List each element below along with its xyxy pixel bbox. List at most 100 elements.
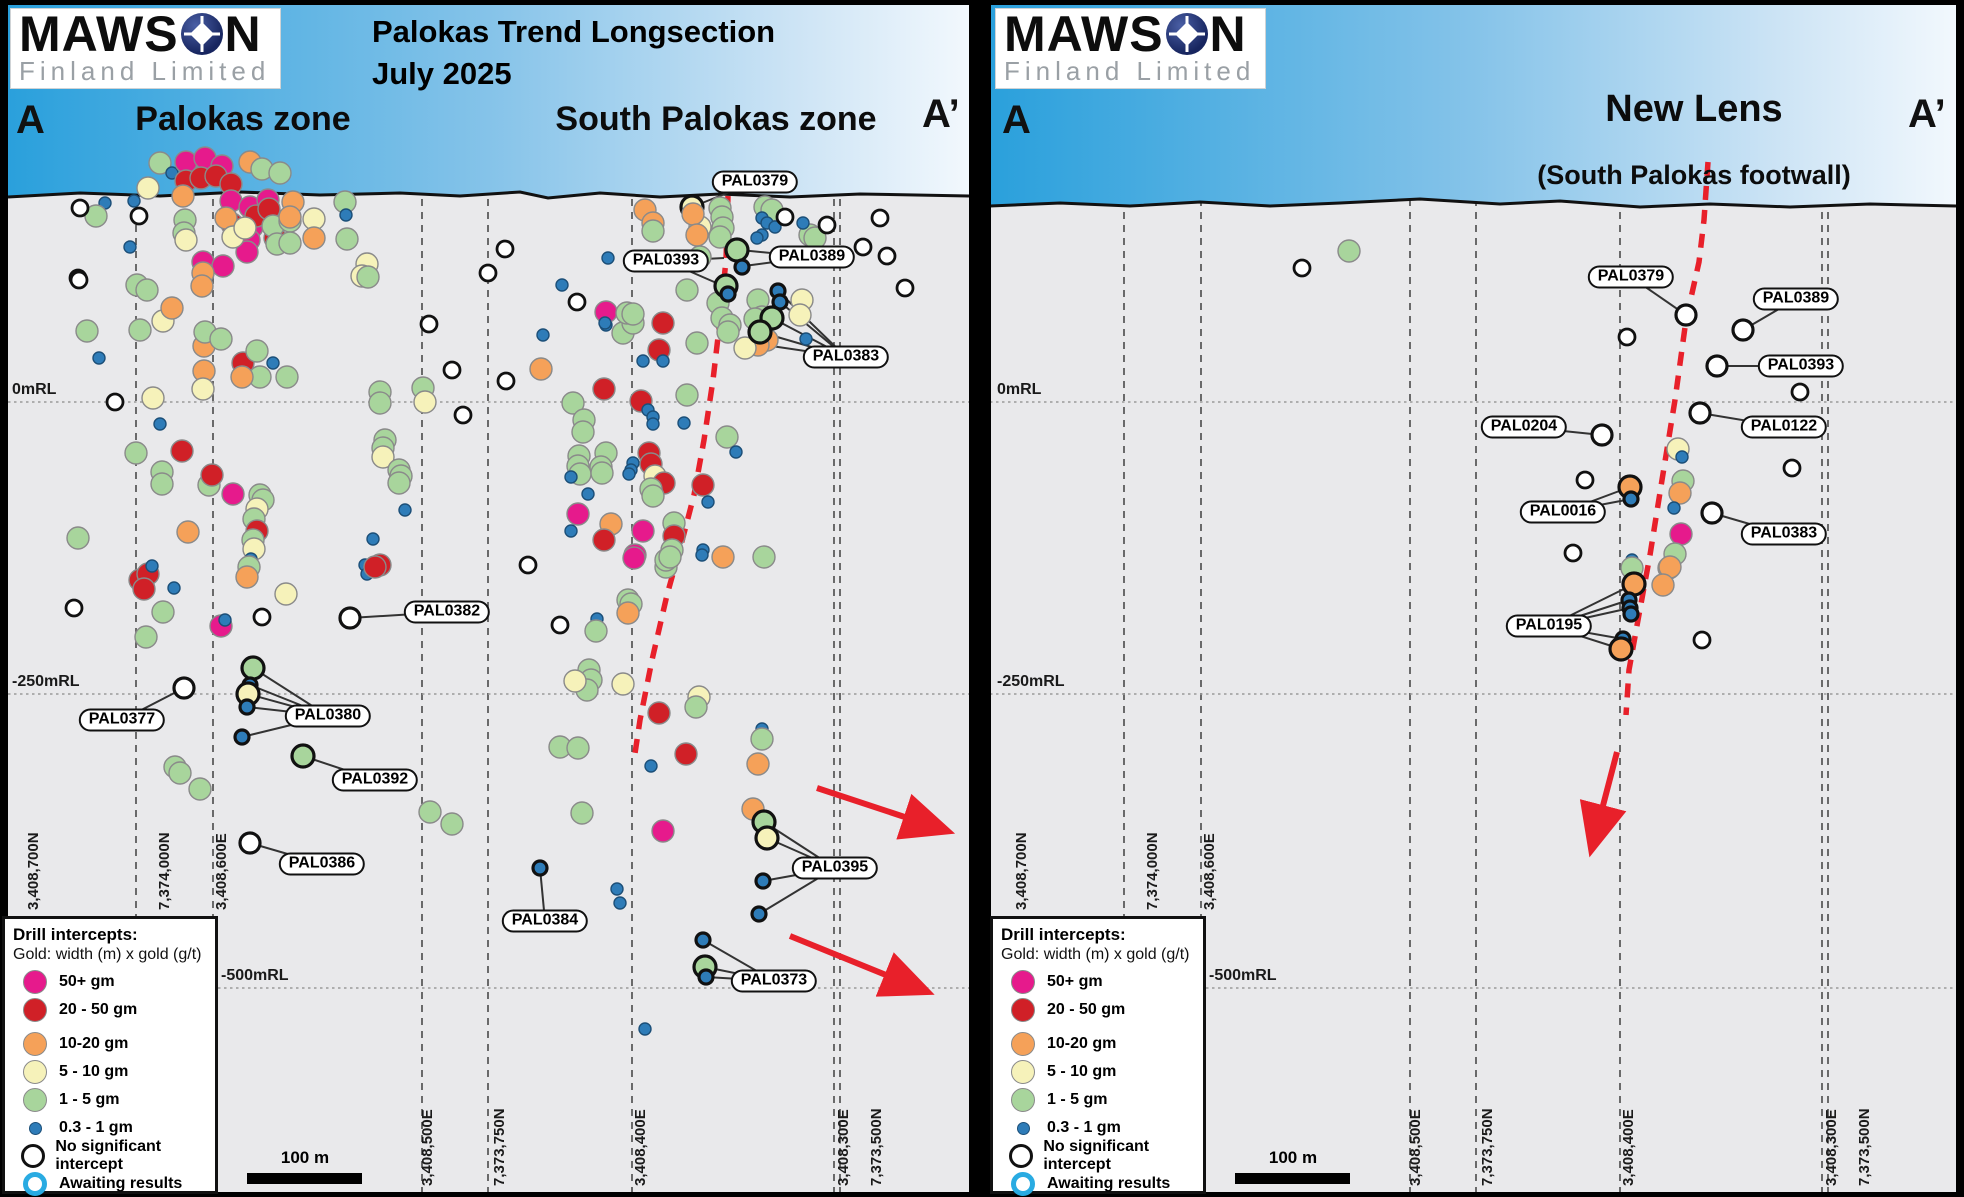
drill-intercept-dot-o <box>160 296 184 320</box>
drill-intercept-dot-g <box>561 391 585 415</box>
legend-item-5: 0.3 - 1 gm <box>17 1114 215 1142</box>
scalebar-right <box>1235 1173 1350 1184</box>
legend-label: 20 - 50 gm <box>1047 1001 1126 1018</box>
drill-intercept-dot-b <box>768 220 782 234</box>
legend-item-4: 1 - 5 gm <box>17 1086 215 1114</box>
drill-intercept-dot-y <box>191 377 215 401</box>
legend-swatch-w <box>1009 1144 1034 1168</box>
drill-intercept-dot-b <box>646 417 660 431</box>
scalebar-left <box>247 1173 362 1184</box>
drill-intercept-dot-w <box>453 405 473 425</box>
drill-intercept-dot-b <box>123 240 137 254</box>
drill-intercept-dot-b <box>266 356 280 370</box>
hole-label-pal0016-right: PAL0016 <box>1519 500 1607 524</box>
hole-label-pal0379-left: PAL0379 <box>711 170 799 194</box>
drill-intercept-dot-y <box>141 386 165 410</box>
legend-label: Awaiting results <box>59 1175 183 1192</box>
drill-intercept-dot-r <box>592 528 616 552</box>
legend-label: 20 - 50 gm <box>59 1001 138 1018</box>
drill-intercept-dot-b <box>581 487 595 501</box>
drill-intercept-dot-g <box>335 227 359 251</box>
axis-label: 7,373,500N <box>1856 1108 1873 1186</box>
panel-divider <box>975 0 991 1197</box>
legend-left: Drill intercepts: Gold: width (m) x gold… <box>2 916 218 1197</box>
legend-swatch-b <box>1016 1121 1030 1135</box>
legend-swatch-y <box>1011 1060 1035 1084</box>
zone-label-south-palokas: South Palokas zone <box>555 100 877 138</box>
drill-intercept-dot-g <box>148 151 172 175</box>
drill-intercept-dot-b <box>339 208 353 222</box>
legend-label: 10-20 gm <box>59 1035 129 1052</box>
drill-intercept-dot-b <box>677 416 691 430</box>
mawson-logo-word-right: MAWS N <box>1004 6 1255 62</box>
drill-intercept-dot-b <box>695 548 709 562</box>
drill-intercept-dot-g <box>684 695 708 719</box>
mawson-logo-word: MAWS N <box>19 6 270 62</box>
legend-label: 0.3 - 1 gm <box>59 1119 133 1136</box>
axis-label: 7,373,750N <box>1479 1108 1496 1186</box>
rl-label: -500mRL <box>1209 967 1277 984</box>
logo-text-right: N <box>224 6 262 62</box>
hole-label-pal0393-right: PAL0393 <box>1757 354 1845 378</box>
drill-intercept-dot-b <box>398 503 412 517</box>
drill-intercept-dot-b <box>1675 450 1689 464</box>
legend-label: Awaiting results <box>1047 1175 1171 1192</box>
drill-intercept-dot-b-highlighted <box>697 968 715 986</box>
legend-swatch-c <box>1011 1172 1035 1196</box>
drill-intercept-dot-w-highlighted <box>1705 354 1729 378</box>
hole-label-pal0382-left: PAL0382 <box>403 600 491 624</box>
drill-intercept-dot-m <box>622 546 646 570</box>
mawson-logo-left: MAWS N Finland Limited <box>10 6 282 89</box>
drill-intercept-dot-w-highlighted <box>1688 401 1712 425</box>
axis-label: 3,408,700N <box>25 832 42 910</box>
drill-intercept-dot-g-highlighted <box>724 237 750 263</box>
drill-intercept-dot-b <box>701 495 715 509</box>
hole-label-pal0395-left: PAL0395 <box>791 856 879 880</box>
drill-intercept-dot-g <box>75 319 99 343</box>
drill-intercept-dot-g <box>752 545 776 569</box>
drill-intercept-dot-r <box>592 377 616 401</box>
drill-intercept-dot-g <box>621 302 645 326</box>
drill-intercept-dot-g <box>387 471 411 495</box>
drill-intercept-dot-g <box>124 441 148 465</box>
hole-label-pal0380-left: PAL0380 <box>284 704 372 728</box>
legend-item-3: 5 - 10 gm <box>1005 1058 1203 1086</box>
drill-intercept-dot-g <box>566 736 590 760</box>
legend-swatch-r <box>23 998 47 1022</box>
scalebar-label-right: 100 m <box>1268 1148 1318 1167</box>
legend-swatch-g <box>23 1088 47 1112</box>
ground-surface-line <box>989 197 1957 209</box>
drill-intercept-dot-m <box>566 502 590 526</box>
logo-text-left-r: MAWS <box>1004 6 1164 62</box>
legend-item-0: 50+ gm <box>1005 968 1203 996</box>
legend-label: 5 - 10 gm <box>1047 1063 1117 1080</box>
drill-intercept-dot-w <box>64 598 84 618</box>
hole-label-pal0386-left: PAL0386 <box>278 852 366 876</box>
rl-label: -250mRL <box>12 673 80 690</box>
legend-items-right: 50+ gm 20 - 50 gm 10-20 gm 5 - 10 gm 1 - 5 g… <box>993 968 1203 1197</box>
drill-intercept-dot-g <box>209 327 233 351</box>
hole-label-pal0384-left: PAL0384 <box>501 909 589 933</box>
drill-intercept-dot-g <box>66 526 90 550</box>
drill-intercept-dot-y <box>788 303 812 327</box>
drill-intercept-dot-b-highlighted <box>233 728 251 746</box>
drill-intercept-dot-g <box>715 425 739 449</box>
drill-intercept-dot-b-highlighted <box>531 859 549 877</box>
drill-intercept-dot-g <box>675 383 699 407</box>
section-marker-a-left: A <box>16 98 45 142</box>
rl-label: -250mRL <box>997 673 1065 690</box>
drill-intercept-dot-r <box>651 311 675 335</box>
drill-intercept-dot-w <box>69 270 89 290</box>
hole-label-pal0389-left: PAL0389 <box>768 245 856 269</box>
legend-item-7: Awaiting results <box>1005 1170 1203 1197</box>
mawson-logo-right: MAWS N Finland Limited <box>995 6 1267 89</box>
axis-label: 7,373,500N <box>868 1108 885 1186</box>
legend-items: 50+ gm 20 - 50 gm 10-20 gm 5 - 10 gm 1 - 5 g… <box>5 968 215 1197</box>
legend-label: 50+ gm <box>1047 973 1103 990</box>
drill-intercept-dot-b <box>613 896 627 910</box>
drill-intercept-dot-b <box>218 613 232 627</box>
drill-intercept-dot-b-highlighted <box>238 698 256 716</box>
drill-intercept-dot-g <box>750 727 774 751</box>
